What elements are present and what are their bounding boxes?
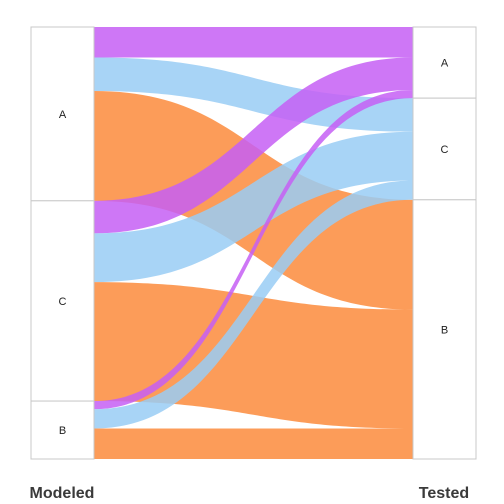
axis-title-left: Modeled xyxy=(30,485,95,502)
node-label-right-B: B xyxy=(441,324,448,336)
flow-C-to-A xyxy=(94,57,413,234)
flows-layer xyxy=(94,27,413,459)
node-label-left-B: B xyxy=(59,425,66,437)
flow-A-to-C xyxy=(94,57,413,132)
flow-B-to-B xyxy=(94,428,413,459)
node-right-B xyxy=(412,199,477,460)
node-label-right-A: A xyxy=(441,58,449,70)
flow-A-to-A xyxy=(94,27,413,58)
flow-B-to-A xyxy=(94,90,413,410)
nodes-layer: A C B A C B xyxy=(30,26,477,460)
node-left-A xyxy=(30,26,95,202)
node-label-left-A: A xyxy=(59,109,67,121)
node-left-B xyxy=(30,400,95,460)
node-left-C xyxy=(30,200,95,402)
node-right-C xyxy=(412,97,477,201)
node-label-right-C: C xyxy=(441,144,449,156)
flow-B-to-C xyxy=(94,180,413,429)
flow-C-to-C xyxy=(94,131,413,283)
node-label-left-C: C xyxy=(59,296,67,308)
axis-title-right: Tested xyxy=(419,485,469,502)
